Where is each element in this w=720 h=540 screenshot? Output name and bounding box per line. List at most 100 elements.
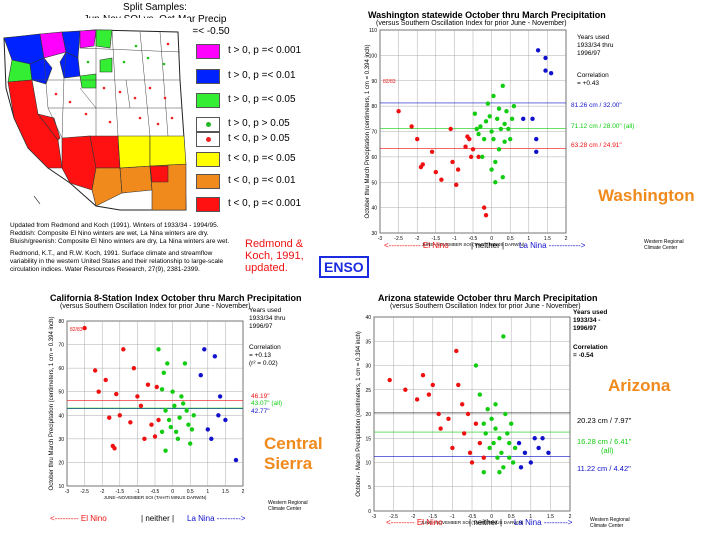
data-point-el-nino [107,415,112,420]
x-tick-label: -3 [65,489,70,495]
data-point-el-nino [96,389,101,394]
years-used-line-2: 1933/34 thru [249,315,286,322]
data-point-neither [502,139,507,144]
wrcc-credit: Western Regional Climate Center [268,500,308,512]
legend-swatch-8 [196,197,220,212]
data-point-neither [497,436,502,441]
data-point-neither [485,101,491,106]
correlation-line-2: = +0.43 [577,80,600,87]
data-point-neither [481,136,487,142]
xcat-la-nina-text: La Nina [519,241,547,250]
data-point-neither [163,448,168,453]
data-point-el-nino [456,382,461,388]
data-point-el-nino [454,182,459,187]
legend-label-5: t < 0, p > 0.05 [228,133,290,144]
y-tick-label: 0 [368,509,371,515]
xcat-la-nina: La Nina ---------> [187,514,246,523]
x-axis-label: JUNE--NOVEMBER SOI (TAHITI MINUS DARWIN) [422,242,525,247]
map-note-1: Updated from Redmond and Koch (1991). Wi… [10,222,219,229]
y-tick-label: 80 [371,104,377,110]
data-point-el-nino [396,109,401,114]
data-point-neither [180,401,186,406]
legend-label-6: t < 0, p =< 0.05 [228,153,296,164]
data-point-el-nino [154,384,159,390]
mean-label-el-nino: 46.19" [251,393,270,400]
correlation-line-4: (r² = 0.02) [249,360,278,367]
chart-title: California 8-Station Index October thru … [50,293,302,303]
data-point-neither [489,167,494,172]
data-point-neither [159,387,165,392]
data-point-la-nina [217,394,223,399]
data-point-la-nina [543,68,548,73]
x-tick-label: -2.5 [394,236,403,242]
data-point-la-nina [548,70,554,76]
data-point-la-nina [532,436,537,441]
xcat-el-nino-text: El Nino [80,514,107,523]
legend-swatch-2 [196,69,220,84]
data-point-el-nino [429,149,435,154]
data-point-el-nino [473,421,479,426]
x-tick-label: 1.5 [222,489,229,495]
wrcc-credit-line-1: Western Regional [268,500,308,506]
data-point-neither [177,415,182,420]
legend-swatch-3 [196,93,220,108]
data-point-el-nino [438,426,443,431]
years-used-line-1: Years used [577,34,610,41]
data-point-neither [184,408,189,413]
x-tick-label: -2.5 [80,489,89,495]
map-credit-line-2: Koch, 1991, [245,250,304,262]
data-point-el-nino [387,377,392,383]
x-tick-label: -2 [411,514,416,520]
region-label-washington: Washington [598,186,695,205]
xcat-el-nino-text: El Nino [422,241,449,250]
data-point-neither [480,154,485,160]
xcat-neither-text: neither [475,241,500,250]
data-point-el-nino [483,213,489,218]
y-tick-label: 40 [58,413,64,419]
x-tick-label: -2 [100,489,105,495]
data-point-la-nina [535,48,541,53]
data-point-neither [487,445,492,451]
data-point-la-nina [543,55,548,61]
data-point-neither [491,93,496,99]
x-tick-label: 0 [490,514,493,520]
data-point-el-nino [436,411,441,417]
y-axis-label: October thru March Precipitation (centim… [365,45,371,219]
data-point-neither [508,136,513,142]
data-point-neither [481,470,486,475]
data-point-la-nina [546,450,551,455]
data-point-el-nino [467,450,473,455]
data-point-neither [502,121,507,127]
map-title-line-1: Split Samples: [123,2,187,13]
map-credit-line-1: Redmond & [245,238,304,250]
y-tick-label: 70 [58,343,64,349]
map-credit-line-3: updated. [245,262,288,274]
x-tick-label: 2 [242,489,245,495]
xcat-neither-text: neither [145,514,170,523]
data-point-el-nino [142,436,147,442]
data-point-el-nino [469,460,475,465]
years-used-line-1: Years used [249,307,282,314]
data-point-la-nina [534,136,539,142]
legend-label-1: t > 0, p =< 0.001 [228,45,302,56]
data-point-la-nina [522,450,528,455]
data-point-el-nino [149,422,154,427]
data-point-neither [489,129,494,134]
y-tick-label: 60 [58,366,64,372]
data-point-neither [175,436,181,442]
legend-label-7: t < 0, p =< 0.01 [228,175,296,186]
y-tick-label: 25 [365,388,371,394]
data-point-el-nino [470,147,476,152]
data-point-neither [491,136,496,142]
data-point-neither [477,392,483,397]
correlation: Correlation = +0.43 [577,72,609,88]
washington-scatter-plot: 30 40 50 60 70 80 90 100 110 -3 -2.5 -2 -1.5 -1 -0.5 0 0… [365,28,568,247]
years-used-line-2: 1933/34 - [573,317,601,324]
data-point-neither [498,126,504,132]
data-point-neither [179,394,184,399]
data-point-neither [168,424,174,430]
y-tick-label: 40 [371,206,377,212]
data-point-el-nino [145,382,151,387]
data-point-la-nina [205,427,210,432]
x-tick-label: 1 [529,514,532,520]
